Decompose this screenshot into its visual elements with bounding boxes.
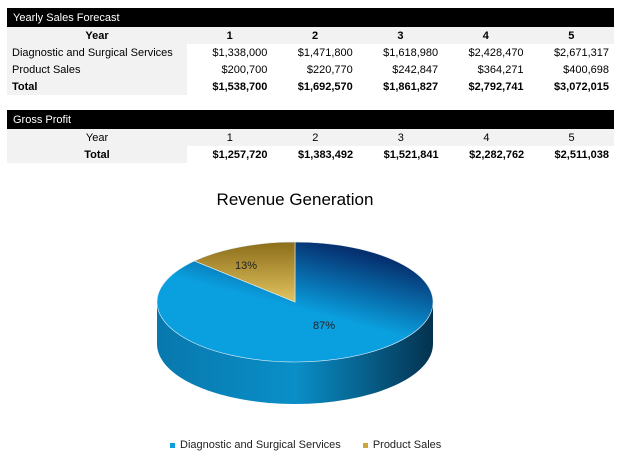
legend-item: Product Sales xyxy=(362,439,442,451)
row-label: Total xyxy=(7,146,187,163)
cell: $1,618,980 xyxy=(383,46,439,59)
year-header: 1 xyxy=(226,131,233,144)
table-row: Diagnostic and Surgical Services $1,338,… xyxy=(7,44,614,61)
row-label: Diagnostic and Surgical Services xyxy=(7,44,187,61)
year-header: 2 xyxy=(312,29,319,42)
pie-slice-product-sales xyxy=(193,241,296,303)
year-row: Year 1 2 3 4 5 xyxy=(7,129,614,146)
cell: $1,538,700 xyxy=(212,80,268,93)
cell: $2,511,038 xyxy=(554,148,609,161)
cell: $200,700 xyxy=(221,63,268,76)
cell: $1,257,720 xyxy=(212,148,268,161)
table-row: Product Sales $200,700 $220,770 $242,847… xyxy=(7,61,614,78)
year-row: Year 1 2 3 4 5 xyxy=(7,27,614,44)
legend-swatch xyxy=(362,442,368,448)
cell: $1,338,000 xyxy=(212,46,268,59)
year-label: Year xyxy=(85,29,109,42)
table-title: Gross Profit xyxy=(7,110,614,129)
cell: $1,471,800 xyxy=(297,46,353,59)
cell: $3,072,015 xyxy=(553,80,609,93)
legend-item: Diagnostic and Surgical Services xyxy=(170,439,341,451)
legend-label: Product Sales xyxy=(372,439,442,451)
year-header: 4 xyxy=(483,131,490,144)
table-title: Yearly Sales Forecast xyxy=(7,8,614,27)
cell: $220,770 xyxy=(306,63,353,76)
cell: $1,692,570 xyxy=(297,80,353,93)
cell: $2,792,741 xyxy=(468,80,524,93)
yearly-sales-forecast-table: Yearly Sales Forecast Year 1 2 3 4 5 Dia… xyxy=(7,8,614,95)
year-header: 4 xyxy=(482,29,489,42)
year-header: 1 xyxy=(226,29,233,42)
year-header: 3 xyxy=(397,29,404,42)
year-label: Year xyxy=(85,131,109,144)
chart-title: Revenue Generation xyxy=(216,190,374,209)
pie-side xyxy=(157,302,433,404)
cell: $2,282,762 xyxy=(469,148,525,161)
cell: $1,383,492 xyxy=(298,148,354,161)
gross-profit-table: Gross Profit Year 1 2 3 4 5 Total $1,257… xyxy=(7,110,614,163)
cell: $2,671,317 xyxy=(553,46,609,59)
cell: $2,428,470 xyxy=(468,46,524,59)
year-header: 2 xyxy=(312,131,319,144)
chart-legend: Diagnostic and Surgical Services Product… xyxy=(170,439,441,451)
total-row: Total $1,257,720 $1,383,492 $1,521,841 $… xyxy=(7,146,614,163)
legend-swatch xyxy=(170,442,175,448)
total-row: Total $1,538,700 $1,692,570 $1,861,827 $… xyxy=(7,78,614,95)
cell: $1,521,841 xyxy=(383,148,439,161)
legend-label: Diagnostic and Surgical Services xyxy=(180,439,341,451)
year-header: 5 xyxy=(568,29,575,42)
cell: $400,698 xyxy=(563,63,609,76)
year-header: 3 xyxy=(397,131,404,144)
row-label: Product Sales xyxy=(7,61,187,78)
data-label: 87% xyxy=(313,320,335,332)
cell: $242,847 xyxy=(392,63,439,76)
cell: $1,861,827 xyxy=(383,80,439,93)
row-label: Total xyxy=(7,78,187,95)
year-header: 5 xyxy=(568,131,575,144)
data-label: 13% xyxy=(235,260,257,272)
cell: $364,271 xyxy=(477,63,524,76)
